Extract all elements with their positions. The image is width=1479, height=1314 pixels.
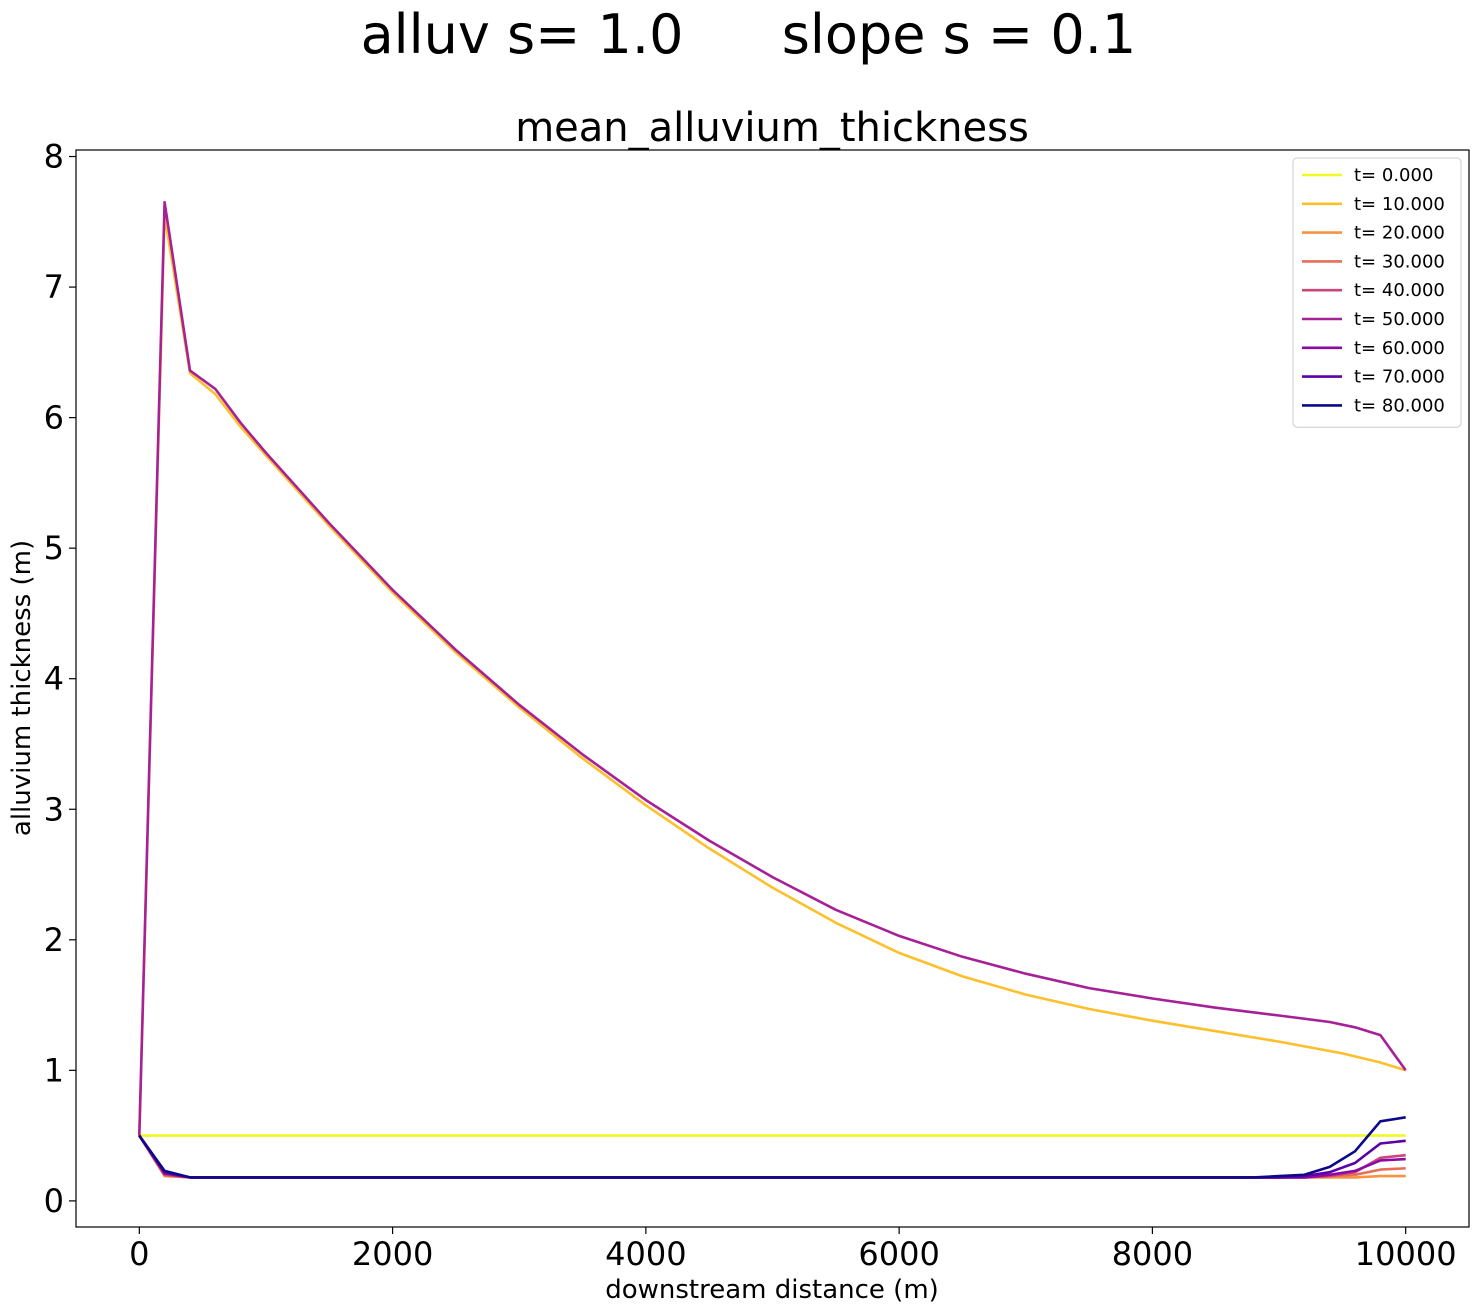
y-tick-label-0: 0 — [44, 1182, 64, 1220]
legend-box — [1292, 157, 1462, 428]
figure-suptitle-right: slope s = 0.1 — [782, 3, 1136, 66]
chart-title: mean_alluvium_thickness — [515, 105, 1029, 151]
legend-label-7: t= 70.000 — [1354, 367, 1445, 388]
legend-label-5: t= 50.000 — [1354, 309, 1445, 330]
legend-label-2: t= 20.000 — [1354, 223, 1445, 244]
ticks-layer: 0 2000 4000 6000 8000 10000 0 1 2 3 4 5 6 7 8 — [44, 138, 1457, 1273]
figure-suptitle-left: alluv s= 1.0 — [361, 3, 684, 66]
series-line-8 — [138, 1116, 1406, 1179]
series-line-5 — [138, 200, 1407, 1136]
plot-layer — [138, 200, 1407, 1179]
series-line-4 — [138, 1134, 1406, 1179]
y-tick-label-4: 4 — [44, 660, 64, 698]
x-tick-label-0: 0 — [129, 1235, 149, 1273]
series-line-2 — [138, 1134, 1406, 1179]
x-axis-label: downstream distance (m) — [605, 1275, 939, 1305]
y-tick-label-2: 2 — [44, 921, 64, 959]
legend-label-1: t= 10.000 — [1354, 194, 1445, 215]
y-tick-label-6: 6 — [44, 399, 64, 437]
legend-label-3: t= 30.000 — [1354, 251, 1445, 272]
x-tick-label-5: 10000 — [1355, 1235, 1457, 1273]
x-tick-label-2: 4000 — [605, 1235, 686, 1273]
series-line-3 — [138, 1134, 1406, 1179]
x-tick-label-4: 8000 — [1112, 1235, 1193, 1273]
legend-label-4: t= 40.000 — [1354, 280, 1445, 301]
series-line-1 — [138, 214, 1407, 1136]
y-tick-label-1: 1 — [44, 1051, 64, 1089]
x-tick-label-3: 6000 — [858, 1235, 939, 1273]
y-tick-label-7: 7 — [44, 268, 64, 306]
legend-label-0: t= 0.000 — [1354, 165, 1433, 186]
legend-label-8: t= 80.000 — [1354, 395, 1445, 416]
y-tick-label-3: 3 — [44, 790, 64, 828]
legend: t= 0.000 t= 10.000 t= 20.000 t= 30.000 t= 40… — [1292, 157, 1462, 428]
x-tick-label-1: 2000 — [352, 1235, 433, 1273]
y-tick-label-5: 5 — [44, 529, 64, 567]
y-tick-label-8: 8 — [44, 138, 64, 176]
plot-frame — [75, 149, 1470, 1228]
series-line-7 — [138, 1134, 1406, 1179]
legend-label-6: t= 60.000 — [1354, 338, 1445, 359]
series-line-6 — [138, 1134, 1406, 1179]
y-axis-label: alluvium thickness (m) — [7, 540, 37, 836]
